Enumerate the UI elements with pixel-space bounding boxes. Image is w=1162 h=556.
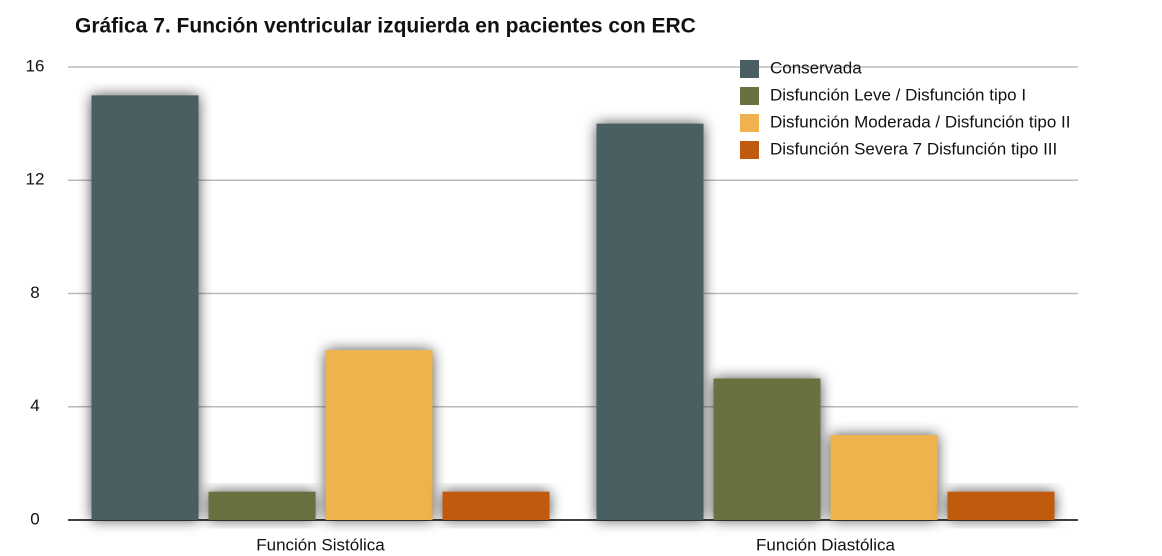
- y-tick-label: 8: [30, 283, 39, 302]
- bar: [325, 350, 433, 520]
- bar: [947, 491, 1055, 520]
- bar: [596, 123, 704, 520]
- legend-swatch: [740, 141, 759, 159]
- legend-label: Disfunción Moderada / Disfunción tipo II: [770, 112, 1071, 131]
- legend-swatch: [740, 114, 759, 132]
- bar: [91, 95, 199, 520]
- y-tick-label: 12: [26, 170, 45, 189]
- legend-label: Disfunción Leve / Disfunción tipo I: [770, 85, 1026, 104]
- bar: [442, 491, 550, 520]
- bar: [208, 491, 316, 520]
- y-tick-label: 4: [30, 396, 39, 415]
- y-tick-label: 0: [30, 509, 39, 528]
- legend-swatch: [740, 60, 759, 78]
- bar: [713, 378, 821, 520]
- legend-swatch: [740, 87, 759, 105]
- x-tick-label: Función Sistólica: [256, 535, 385, 554]
- chart-title: Gráfica 7. Función ventricular izquierda…: [75, 15, 696, 38]
- y-tick-label: 16: [26, 56, 45, 75]
- legend-label: Conservada: [770, 58, 862, 77]
- bar: [830, 435, 938, 520]
- legend-label: Disfunción Severa 7 Disfunción tipo III: [770, 139, 1057, 158]
- x-tick-label: Función Diastólica: [756, 535, 895, 554]
